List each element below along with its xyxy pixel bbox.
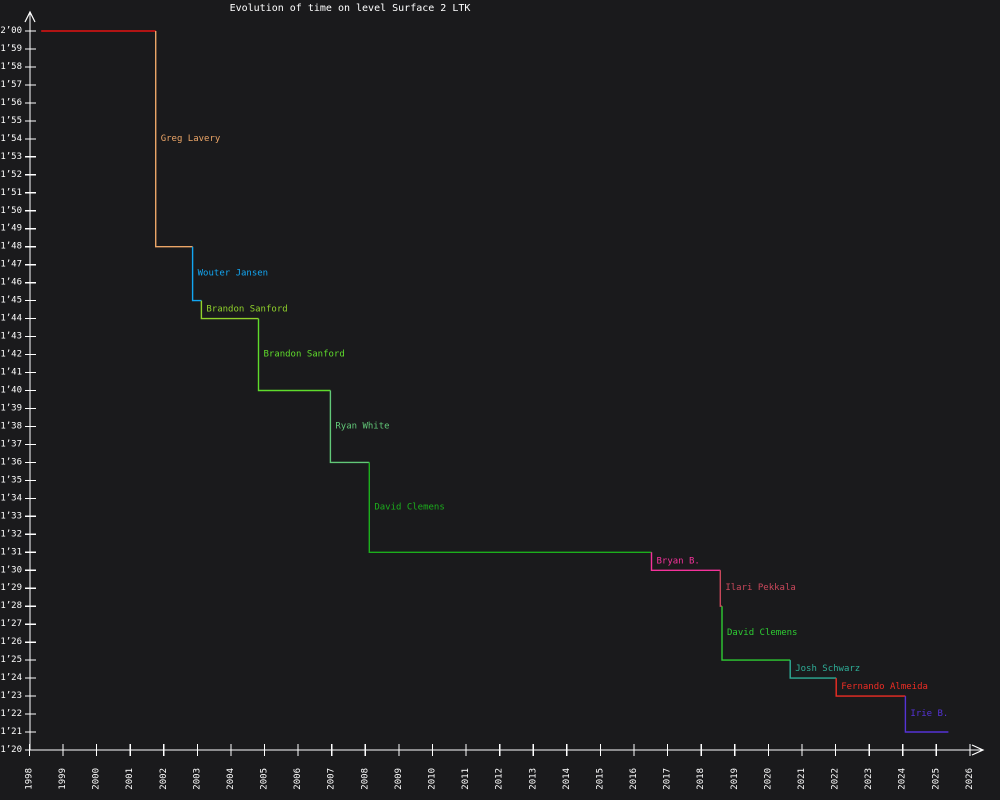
x-tick-label: 2010 [427,768,437,790]
record-label-12: Irie B. [910,709,948,719]
x-tick-label: 2015 [595,768,605,790]
y-tick-label: 1’52 [0,170,22,180]
y-tick-label: 1’37 [0,439,22,449]
chart-title: Evolution of time on level Surface 2 LTK [229,3,471,14]
y-tick-label: 1’42 [0,350,22,360]
x-tick-label: 2005 [260,768,270,790]
y-tick-label: 1’29 [0,583,22,593]
record-label-3: Brandon Sanford [206,305,287,315]
record-step-3 [200,300,259,320]
record-step-1 [155,31,193,248]
y-tick-label: 1’20 [0,745,22,755]
x-tick-label: 2018 [696,768,706,790]
record-step-12 [904,696,949,733]
y-tick-label: 1’59 [0,44,22,54]
y-tick-label: 1’39 [0,403,22,413]
x-tick-label: 1999 [58,768,68,790]
y-tick-label: 1’26 [0,637,22,647]
y-tick-label: 1’27 [0,619,22,629]
x-tick-label: 2025 [931,768,941,790]
record-label-9: David Clemens [727,628,797,638]
record-step-6 [368,462,652,553]
y-tick-label: 1’57 [0,80,22,90]
y-tick-label: 2’00 [0,26,22,36]
y-tick-label: 1’32 [0,529,22,539]
record-step-4 [257,318,331,392]
y-tick-label: 1’44 [0,314,22,324]
y-tick-label: 1’35 [0,475,22,485]
y-tick-label: 1’53 [0,152,22,162]
record-step-9 [721,606,791,661]
record-label-8: Ilari Pekkala [725,583,795,593]
x-tick-label: 2022 [831,768,841,790]
y-tick-label: 1’41 [0,368,22,378]
y-tick-label: 1’21 [0,727,22,737]
y-tick-label: 1’30 [0,565,22,575]
y-tick-label: 1’24 [0,673,22,683]
record-label-7: Bryan B. [656,556,699,566]
x-tick-label: 2003 [192,768,202,790]
x-tick-label: 2002 [159,768,169,790]
y-tick-label: 1’36 [0,457,22,467]
record-step-2 [191,246,202,302]
y-tick-label: 1’28 [0,601,22,611]
x-tick-label: 2008 [360,768,370,790]
record-label-10: Josh Schwarz [795,664,860,674]
y-tick-label: 1’43 [0,332,22,342]
y-tick-label: 1’33 [0,511,22,521]
y-tick-label: 1’51 [0,188,22,198]
x-tick-label: 2001 [125,768,135,790]
x-tick-label: 2020 [763,768,773,790]
y-tick-label: 1’58 [0,62,22,72]
x-tick-label: 2007 [327,768,337,790]
x-tick-label: 2016 [629,768,639,790]
y-tick-label: 1’48 [0,242,22,252]
y-tick-label: 1’46 [0,278,22,288]
x-tick-label: 2013 [528,768,538,790]
x-tick-label: 2009 [394,768,404,790]
record-label-4: Brandon Sanford [263,350,344,360]
record-step-11 [835,678,906,697]
x-axis-arrow-icon [971,744,985,756]
record-label-11: Fernando Almeida [841,682,928,692]
record-label-2: Wouter Jansen [198,269,268,279]
y-tick-label: 1’47 [0,260,22,270]
y-tick-label: 1’56 [0,98,22,108]
y-tick-label: 1’55 [0,116,22,126]
y-tick-label: 1’22 [0,709,22,719]
y-tick-label: 1’38 [0,421,22,431]
x-tick-label: 2014 [562,768,572,790]
y-tick-label: 1’49 [0,224,22,234]
y-axis-arrow-icon [24,10,36,23]
x-tick-label: 2000 [92,768,102,790]
x-tick-label: 2012 [495,768,505,790]
record-step-10 [789,660,837,679]
x-tick-label: 2019 [730,768,740,790]
record-label-6: David Clemens [374,502,444,512]
y-tick-label: 1’31 [0,547,22,557]
record-step-8 [719,570,722,607]
y-tick-label: 1’45 [0,296,22,306]
x-tick-label: 2011 [461,768,471,790]
y-tick-label: 1’25 [0,655,22,665]
x-tick-label: 2017 [663,768,673,790]
x-tick-label: 2023 [864,768,874,790]
record-label-1: Greg Lavery [161,134,221,144]
x-tick-label: 2026 [965,768,975,790]
record-step-7 [650,552,721,571]
x-tick-label: 2006 [293,768,303,790]
x-tick-label: 1998 [24,768,34,790]
x-tick-label: 2021 [797,768,807,790]
y-tick-label: 1’50 [0,206,22,216]
record-step-5 [329,390,370,464]
y-tick-label: 1’23 [0,691,22,701]
y-tick-label: 1’54 [0,134,22,144]
x-tick-label: 2004 [226,768,236,790]
y-tick-label: 1’40 [0,386,22,396]
x-tick-label: 2024 [898,768,908,790]
record-label-5: Ryan White [335,421,389,431]
y-tick-label: 1’34 [0,493,22,503]
